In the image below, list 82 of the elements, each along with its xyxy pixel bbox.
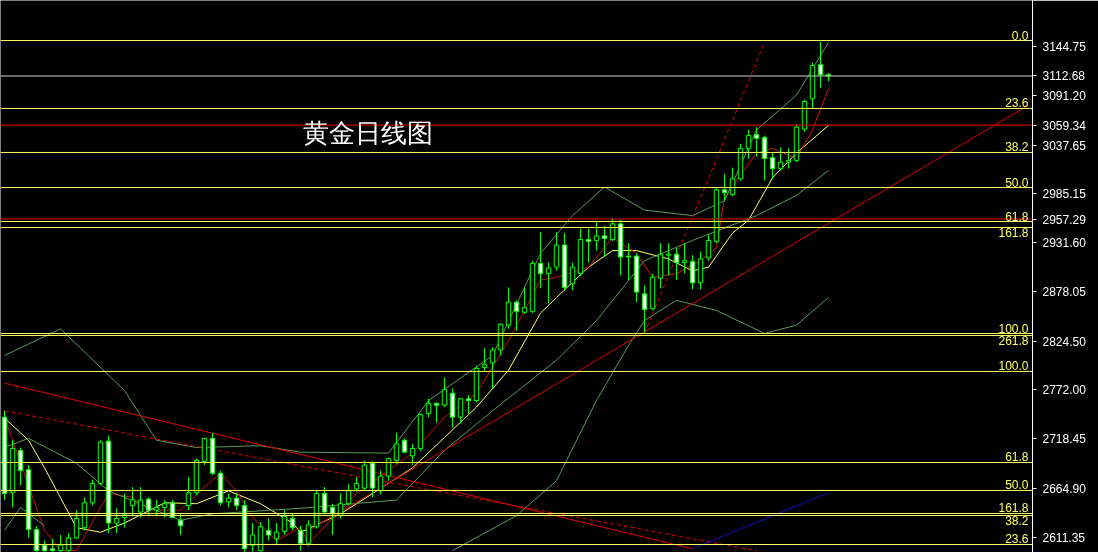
candlestick — [425, 398, 432, 418]
annotation: 100.0 — [998, 321, 1029, 336]
ref-line-label: 3059.34 — [1042, 118, 1087, 133]
candlestick — [585, 228, 592, 264]
candlestick — [465, 394, 472, 415]
annotation: 61.8 — [1005, 450, 1029, 465]
candlestick — [681, 242, 688, 275]
y-tick-label: 2985.15 — [1042, 186, 1087, 201]
y-tick-label: 3144.75 — [1042, 39, 1087, 54]
ref-line-label: 2957.29 — [1042, 212, 1087, 227]
annotation: 50.0 — [1005, 175, 1029, 190]
candlestick — [537, 231, 544, 289]
candlestick — [785, 147, 792, 170]
candlestick — [601, 225, 608, 258]
candlestick — [201, 436, 208, 466]
candlestick — [321, 486, 328, 516]
candlestick — [137, 486, 144, 519]
candlestick — [305, 519, 312, 547]
candlestick — [569, 262, 576, 291]
candlestick — [689, 254, 696, 290]
candlestick — [729, 167, 736, 197]
candlestick — [281, 509, 288, 536]
candlestick — [441, 377, 448, 408]
y-tick-label: 2772.00 — [1042, 383, 1087, 398]
candlestick — [521, 286, 528, 315]
candlestick — [481, 347, 488, 373]
annotation: 50.0 — [1005, 478, 1029, 493]
candlestick — [593, 221, 600, 252]
candlestick — [721, 173, 728, 202]
candlestick — [433, 401, 440, 424]
candlestick — [769, 151, 776, 180]
annotation: 61.8 — [1005, 209, 1029, 224]
candlestick — [673, 247, 680, 281]
candlestick — [505, 286, 512, 330]
annotation: 100.0 — [998, 359, 1029, 374]
annotation: 161.8 — [998, 226, 1029, 241]
candlestick — [513, 299, 520, 332]
candlestick — [297, 525, 304, 552]
candlestick — [449, 388, 456, 428]
candlestick — [113, 507, 120, 534]
candlestick — [817, 41, 824, 89]
candlestick — [745, 129, 752, 160]
candlestick — [553, 231, 560, 272]
line-series — [452, 297, 829, 552]
candlestick — [457, 397, 464, 425]
candlestick — [657, 242, 664, 289]
y-tick-label: 2718.45 — [1042, 432, 1087, 447]
text: 黄金日线图 — [302, 117, 433, 148]
candlestick — [409, 443, 416, 466]
candlestick — [273, 522, 280, 546]
candlestick — [697, 251, 704, 290]
candlestick — [545, 262, 552, 304]
candlestick — [129, 486, 136, 517]
candlestick — [777, 147, 784, 172]
annotation: 38.2 — [1005, 514, 1029, 529]
y-tick-label: 2824.50 — [1042, 334, 1087, 349]
candlestick — [73, 509, 80, 540]
line-series — [4, 42, 829, 454]
candlestick — [489, 346, 496, 390]
y-tick-label: 2878.05 — [1042, 285, 1087, 300]
annotation: 23.6 — [1005, 532, 1029, 547]
annotation: 38.2 — [1005, 140, 1029, 155]
annotation: 261.8 — [998, 334, 1029, 349]
candlestick — [145, 496, 152, 517]
annotation: 0.0 — [1011, 28, 1029, 43]
candlestick — [665, 242, 672, 276]
annotation: 161.8 — [998, 501, 1029, 516]
candlestick — [393, 432, 400, 465]
candlestick — [185, 476, 192, 511]
candlestick — [753, 126, 760, 158]
candlestick — [361, 459, 368, 492]
candlestick — [705, 233, 712, 262]
y-tick-label: 3037.65 — [1042, 138, 1087, 153]
y-tick-label: 3091.20 — [1042, 89, 1087, 104]
y-tick-label: 2664.90 — [1042, 481, 1087, 496]
candlestick — [265, 517, 272, 542]
annotation: 23.6 — [1005, 96, 1029, 111]
y-tick-label: 2931.60 — [1042, 236, 1087, 251]
candlestick — [625, 242, 632, 281]
candlestick — [641, 285, 648, 334]
y-tick-label: 2611.35 — [1042, 530, 1086, 545]
ref-line-label: 3112.68 — [1042, 69, 1086, 84]
